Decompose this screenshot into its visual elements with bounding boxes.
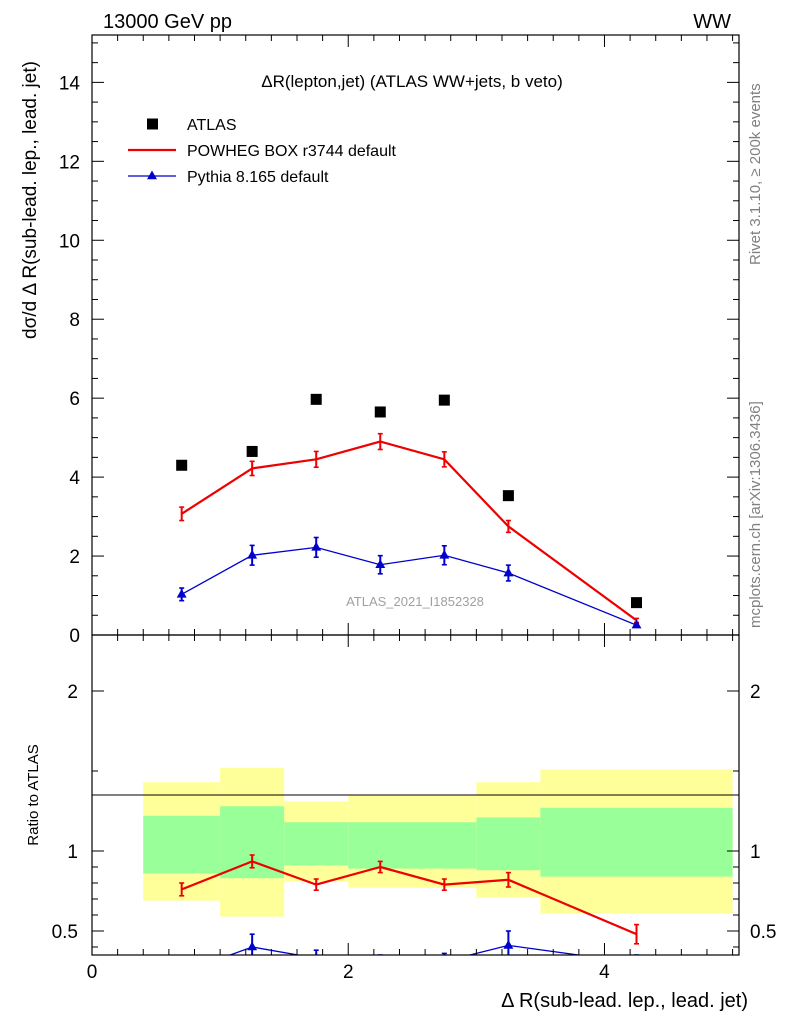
- ratio-green-band: [284, 822, 349, 866]
- main-series-layer: [176, 393, 643, 629]
- ratio-y-tick-label-right: 1: [750, 842, 761, 863]
- main-y-tick-label: 12: [59, 152, 80, 173]
- mcplots-source-label: mcplots.cern.ch [arXiv:1306.3436]: [747, 401, 764, 628]
- ratio-green-band: [348, 822, 477, 869]
- legend-entry-label: POWHEG BOX r3744 default: [187, 143, 397, 160]
- x-axis-label: Δ R(sub-lead. lep., lead. jet): [501, 990, 748, 1012]
- main-y-tick-label: 10: [59, 231, 80, 252]
- atlas-data-point: [374, 406, 386, 418]
- ratio-pythia-data-point: [632, 958, 642, 967]
- atlas-data-point: [176, 459, 188, 471]
- main-y-tick-label: 14: [59, 73, 81, 94]
- atlas-data-point: [631, 597, 643, 609]
- legend-entry-label: ATLAS: [187, 117, 237, 134]
- x-tick-label: 0: [87, 962, 98, 983]
- legend-pythia-marker: [147, 170, 157, 180]
- x-tick-label: 4: [599, 962, 610, 983]
- legend: ATLAS POWHEG BOX r3744 default Pythia 8.16…: [128, 117, 397, 186]
- main-y-tick-label: 2: [69, 547, 80, 568]
- atlas-data-point: [310, 393, 322, 405]
- ratio-y-tick-label-right: 0.5: [750, 922, 776, 943]
- ratio-green-band: [476, 817, 541, 871]
- header-process-label: WW: [693, 11, 731, 33]
- ratio-pythia-data-point: [314, 952, 318, 955]
- analysis-watermark: ATLAS_2021_I1852328: [346, 594, 484, 609]
- ratio-green-band: [540, 807, 733, 877]
- ratio-y-tick-label: 1: [67, 842, 78, 863]
- ratio-y-tick-label: 0.5: [52, 922, 78, 943]
- x-tick-label: 2: [343, 962, 354, 983]
- ratio-uncertainty-bands: [143, 767, 733, 917]
- atlas-data-point: [502, 490, 514, 502]
- main-y-tick-label: 8: [69, 310, 80, 331]
- main-y-tick-label: 6: [69, 389, 80, 410]
- pythia-data-point: [311, 541, 322, 551]
- ratio-pythia-data-point: [247, 941, 258, 951]
- ratio-pythia-data-point: [503, 939, 514, 949]
- pythia-data-point: [247, 549, 258, 559]
- atlas-data-point: [246, 445, 258, 457]
- pythia-data-point: [503, 567, 514, 577]
- ratio-y-axis-label: Ratio to ATLAS: [25, 744, 42, 845]
- legend-atlas-marker: [147, 118, 158, 130]
- axis-ticks: [91, 35, 739, 955]
- ratio-y-tick-label-right: 2: [750, 682, 761, 703]
- pythia-data-point: [631, 619, 642, 629]
- main-y-axis-label: dσ/d Δ R(sub-lead. lep., lead. jet): [20, 61, 41, 339]
- ratio-pythia-data-point: [439, 956, 449, 965]
- ratio-pythia-data-point: [375, 958, 385, 967]
- ratio-series-layer: [177, 854, 642, 976]
- main-y-tick-label: 0: [69, 626, 80, 647]
- main-y-tick-label: 4: [69, 468, 80, 489]
- atlas-data-point: [438, 394, 450, 406]
- legend-entry-label: Pythia 8.165 default: [187, 169, 329, 186]
- ratio-green-band: [143, 815, 221, 874]
- pythia-data-point: [375, 559, 386, 569]
- pythia-data-point: [439, 549, 450, 559]
- chart-title: ΔR(lepton,jet) (ATLAS WW+jets, b veto): [261, 72, 563, 91]
- ratio-pythia-data-point: [177, 967, 187, 976]
- rivet-version-label: Rivet 3.1.10, ≥ 200k events: [747, 83, 764, 265]
- pythia-data-point: [176, 588, 187, 598]
- pythia-line: [181, 546, 637, 626]
- ratio-plot-frame: [91, 634, 740, 956]
- ratio-y-tick-label: 2: [67, 682, 78, 703]
- header-energy-label: 13000 GeV pp: [103, 11, 232, 33]
